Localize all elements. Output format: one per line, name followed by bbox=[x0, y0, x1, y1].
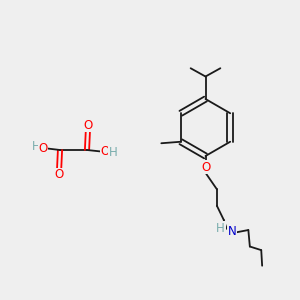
Text: N: N bbox=[227, 225, 236, 238]
Text: O: O bbox=[101, 145, 110, 158]
Text: H: H bbox=[32, 140, 41, 154]
Text: O: O bbox=[83, 118, 92, 132]
Text: O: O bbox=[39, 142, 48, 155]
Text: H: H bbox=[216, 222, 225, 235]
Text: H: H bbox=[109, 146, 118, 160]
Text: O: O bbox=[201, 161, 210, 174]
Text: O: O bbox=[55, 168, 64, 182]
